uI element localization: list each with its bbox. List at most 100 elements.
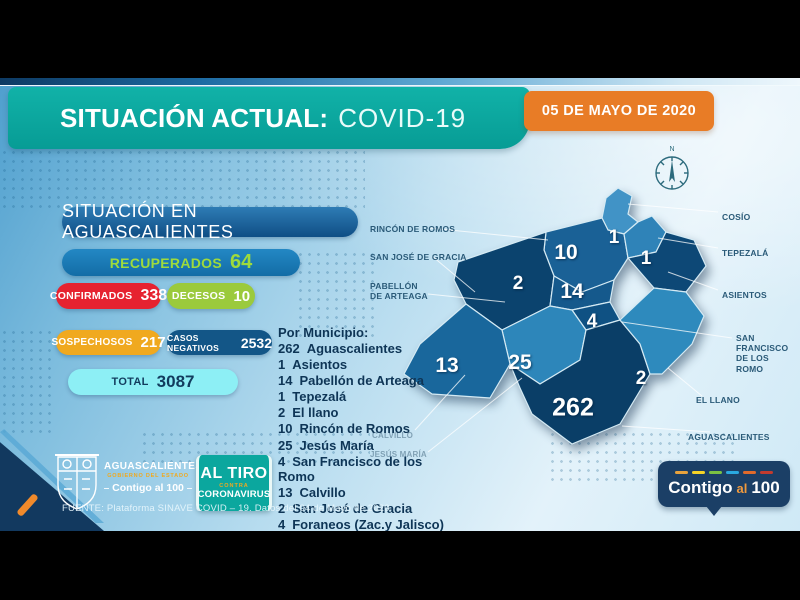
compass-icon: N [655,146,689,190]
badge-color-dashes [675,470,773,474]
municipio-value: 1 [278,357,286,373]
municipio-name: Aguascalientes [306,341,403,357]
page-title: SITUACIÓN ACTUAL: [60,102,329,133]
map-label-asientos: ASIENTOS [722,290,767,300]
municipio-item: 4 San Francisco de los Romo [278,454,450,484]
map-value-calvillo: 13 [435,354,459,377]
municipio-item: 14 Pabellón de Arteaga [278,373,450,388]
badge-word: al [736,480,748,496]
contigo-al-100-badge: Contigo al 100 [658,461,790,516]
dots-pattern [296,250,374,342]
dash [726,470,739,474]
municipio-value: 262 [278,341,300,357]
municipio-item: 1 Tepezalá [278,389,450,404]
dash [760,470,773,474]
map-label-san-francisco-de-los-romo: SAN FRANCISCO DE LOS ROMO [736,333,789,374]
panel-title: SITUACIÓN EN AGUASCALIENTES [62,201,358,242]
map-label-aguascalientes: AGUASCALIENTES [688,432,770,442]
map-value-san-francisco-de-los-romo: 4 [586,311,598,332]
municipio-list: Por Municipio: 262 Aguascalientes 1 Asient… [278,325,450,531]
stat-decesos: DECESOS 10 [167,283,255,309]
municipio-name: Foraneos (Zac.y Jalisco) [292,516,444,531]
map-value-rincon-de-romos: 10 [554,241,578,264]
date-badge: 05 DE MAYO DE 2020 [524,91,714,131]
municipio-value: 2 [278,405,286,421]
map-label-san-jose-de-gracia: SAN JOSÉ DE GRACIA [370,252,467,262]
government-logo-text: AGUASCALIENTES GOBIERNO DEL ESTADO Conti… [104,461,203,494]
gov-subtitle: GOBIERNO DEL ESTADO [107,473,189,479]
region-el-llano [619,287,705,375]
municipio-item: 10 Rincón de Romos [278,421,450,436]
altiro-title: AL TIRO [200,465,268,483]
stat-value: 64 [229,251,253,273]
municipio-value: 13 [278,484,293,500]
municipio-value: 2 [278,500,286,516]
dash [709,470,722,474]
stat-value: 217 [140,334,166,351]
map-value-aguascalientes: 262 [552,393,594,422]
dots-pattern [0,148,365,210]
infographic-stage: SITUACIÓN ACTUAL: COVID-19 05 DE MAYO DE… [0,78,800,531]
stat-label: DECESOS [171,290,226,302]
gov-slogan: Contigo al 100 [112,482,184,494]
state-coat-of-arms-icon [55,454,99,510]
aguascalientes-map: N [403,146,733,453]
map-value-el-llano: 2 [635,368,647,389]
letterbox-top [0,0,800,78]
municipio-name: Pabellón de Arteaga [299,373,424,389]
top-gradient-strip [0,78,800,86]
stat-confirmados: CONFIRMADOS 338 [50,283,167,309]
stat-recuperados: RECUPERADOS 64 [62,249,300,276]
municipio-name: Calvillo [299,484,346,500]
map-value-jesus-maria: 25 [508,351,532,374]
gov-slogan-row: Contigo al 100 [104,482,193,494]
municipio-value: 4 [278,516,286,531]
map-value-san-jose-de-gracia: 2 [512,273,524,294]
dots-pattern [0,328,52,438]
municipio-value: 14 [278,373,293,389]
municipio-item: 262 Aguascalientes [278,341,450,356]
page-title-covid: COVID-19 [338,102,467,133]
stat-label: RECUPERADOS [109,254,222,271]
municipio-name: Jesús María [299,437,374,453]
svg-text:N: N [669,146,674,153]
map-label-pabellon-de-arteaga: PABELLÓN DE ARTEAGA [370,281,428,302]
letterbox-bottom [0,531,800,600]
divider [104,487,110,489]
municipio-name: Asientos [292,357,348,373]
map-value-asientos: 1 [640,248,652,269]
municipio-list-heading: Por Municipio: [278,325,369,340]
dash [692,470,705,474]
dash [743,470,756,474]
stat-label: CONFIRMADOS [49,290,133,302]
stat-value: 3087 [156,372,195,391]
stat-label: TOTAL [111,376,149,388]
stat-value: 338 [140,287,168,304]
map-value-pabellon-de-arteaga: 14 [560,280,584,303]
stat-casos-negativos: CASOS NEGATIVOS 2532 [167,330,272,355]
label-connector-lines [414,203,733,453]
stat-value: 2532 [240,334,272,351]
municipio-item: 1 Asientos [278,357,450,372]
municipio-item: 2 San José de Gracia [278,501,450,516]
gov-name: AGUASCALIENTES [104,461,203,472]
municipio-value: 4 [278,453,286,469]
map-label-calvillo-faint: CALVILLO [372,431,414,440]
badge-word: Contigo [668,477,733,497]
altiro-contra: CONTRA [219,483,249,490]
municipio-value: 10 [278,421,293,437]
region-calvillo [403,303,511,399]
municipio-name: El llano [292,405,339,421]
badge-word: 100 [751,477,780,497]
divider [186,487,193,489]
municipio-item: 4 Foraneos (Zac.y Jalisco) [278,517,450,531]
header-bar: SITUACIÓN ACTUAL: COVID-19 [8,87,530,149]
stat-label: CASOS NEGATIVOS [167,332,220,353]
municipio-name: San José de Gracia [292,500,413,516]
stat-label: SOSPECHOSOS [51,337,133,348]
source-note: FUENTE: Plataforma SINAVE COVID – 19. Da… [62,503,390,514]
municipio-name: San Francisco de los Romo [278,453,423,484]
municipio-value: 1 [278,389,286,405]
map-value-tepezala: 1 [608,227,620,248]
municipio-item: 2 El llano [278,405,450,420]
